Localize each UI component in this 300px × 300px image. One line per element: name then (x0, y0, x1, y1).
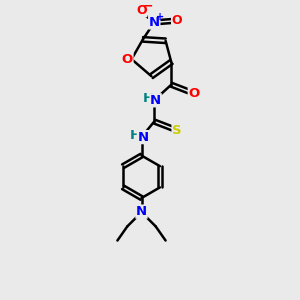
Text: O: O (188, 87, 200, 100)
Text: +: + (156, 12, 164, 22)
Text: N: N (149, 16, 160, 29)
Text: N: N (137, 130, 148, 144)
Text: N: N (136, 205, 147, 218)
Text: O: O (172, 14, 182, 27)
Text: O: O (136, 4, 147, 17)
Text: S: S (172, 124, 182, 136)
Text: N: N (150, 94, 161, 107)
Text: H: H (142, 92, 154, 105)
Text: O: O (122, 53, 133, 66)
Text: H: H (130, 129, 141, 142)
Text: −: − (142, 0, 153, 13)
